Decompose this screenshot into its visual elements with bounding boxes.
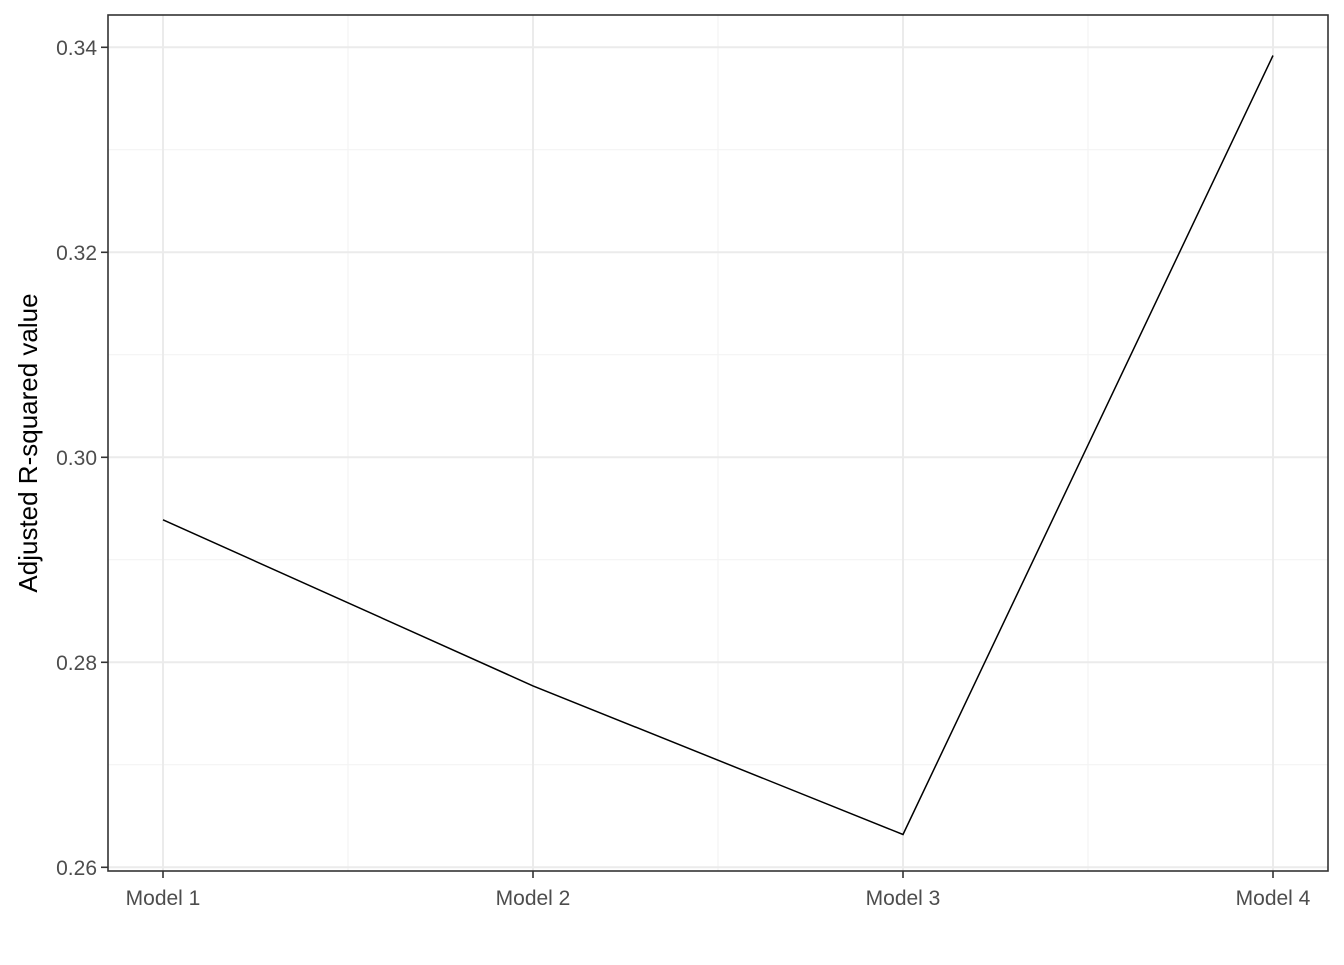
- x-tick-label: Model 2: [496, 887, 571, 910]
- x-tick-label: Model 1: [126, 887, 201, 910]
- y-tick-label: 0.28: [56, 652, 97, 675]
- minor-gridlines: [108, 15, 1328, 871]
- y-tick-label: 0.26: [56, 857, 97, 880]
- y-axis-title: Adjusted R-squared value: [13, 293, 43, 592]
- y-tick-label: 0.32: [56, 242, 97, 265]
- major-gridlines: [108, 15, 1328, 871]
- x-tick-label: Model 4: [1236, 887, 1311, 910]
- x-axis: Model 1 Model 2 Model 3 Model 4: [126, 871, 1311, 910]
- series-line: [162, 55, 1274, 836]
- y-tick-label: 0.34: [56, 37, 97, 60]
- y-tick-label: 0.30: [56, 447, 97, 470]
- series-layer: [162, 55, 1274, 836]
- y-axis: 0.26 0.28 0.30 0.32 0.34: [56, 37, 108, 880]
- plot-panel-border: [107, 14, 1329, 872]
- x-tick-label: Model 3: [866, 887, 941, 910]
